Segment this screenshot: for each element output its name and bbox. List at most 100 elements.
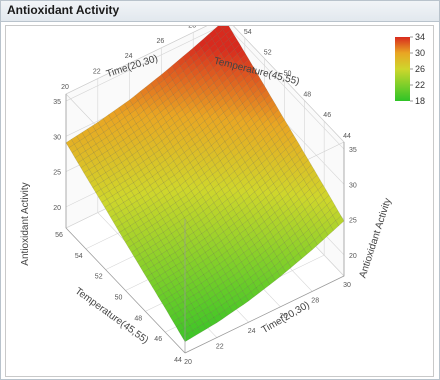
temperature-tick-label: 52: [264, 50, 272, 57]
surface-cell: [112, 143, 122, 153]
surface-cell: [172, 128, 181, 138]
surface-cell: [92, 122, 102, 131]
legend-tick-label: 18: [415, 96, 425, 106]
surface-cell: [122, 172, 131, 182]
surface-cell: [222, 146, 232, 157]
surface-cell: [122, 122, 132, 132]
surface-cell: [96, 154, 106, 163]
surface-cell: [227, 195, 237, 205]
surface-cell: [293, 253, 302, 264]
surface-cell: [113, 218, 123, 228]
surface-cell: [80, 164, 90, 174]
surface-cell: [133, 192, 143, 202]
surface-cell: [101, 137, 110, 147]
surface-cell: [199, 135, 209, 146]
surface-cell: [295, 243, 305, 254]
surface-cell: [276, 129, 286, 140]
legend-tick-label: 34: [415, 32, 425, 42]
surface-cell: [77, 145, 86, 155]
time-tick-label: 24: [248, 328, 256, 335]
temperature-tick-label: 50: [284, 71, 292, 78]
surface-cell: [133, 128, 143, 138]
surface-cell: [311, 229, 321, 241]
surface-cell: [113, 107, 123, 117]
surface-cell: [156, 154, 166, 165]
temperature-tick-label: 48: [303, 91, 311, 98]
surface-cell: [292, 238, 302, 249]
surface-cell: [98, 132, 107, 142]
surface-cell: [125, 238, 135, 248]
surface-cell: [169, 202, 179, 212]
z-axis-title-left: Antioxidant Activity: [20, 182, 31, 265]
surface-cell: [118, 153, 128, 163]
plot-frame[interactable]: 20 20 25 25 30 30 35 35 44 44 46 46 48 48 50 50 52 52 54 54…: [5, 25, 434, 377]
surface-cell: [315, 194, 325, 206]
surface-cell: [116, 223, 126, 233]
surface-mesh: [65, 26, 345, 342]
surface-cell: [65, 139, 75, 148]
surface-cell: [198, 53, 208, 64]
surface-cell: [148, 217, 158, 226]
surface-cell: [79, 137, 89, 147]
surface-cell: [228, 171, 238, 182]
surface-cell: [169, 70, 179, 81]
surface-cell: [104, 142, 113, 152]
surface-cell: [211, 272, 221, 282]
time-axis-title: Time(20,30): [260, 300, 312, 336]
surface-cell: [95, 140, 105, 150]
surface-cell: [308, 239, 318, 251]
surface-cell: [83, 169, 93, 179]
temperature-tick-label: 56: [55, 232, 63, 239]
surface-cell: [219, 273, 229, 283]
surface-cell: [231, 228, 241, 239]
z-tick-label: 35: [53, 99, 61, 106]
surface-cell: [272, 109, 282, 120]
temperature-axis-front: [65, 227, 186, 354]
surface-cell: [102, 114, 112, 124]
wall-grid-line: [65, 26, 222, 102]
surface-cell: [127, 104, 136, 114]
surface-cell: [86, 174, 96, 184]
temperature-tick-label: 46: [323, 112, 331, 119]
surface-cell: [335, 215, 345, 227]
surface-cell: [116, 112, 126, 122]
surface-cell: [190, 172, 200, 183]
surface-cell: [74, 140, 83, 150]
time-tick-label: 28: [311, 297, 319, 304]
z-tick-label: 25: [53, 170, 61, 177]
surface-cell: [132, 227, 142, 237]
surface-cell: [203, 101, 213, 112]
surface-cell: [270, 104, 279, 115]
surface-cell: [248, 123, 258, 134]
surface-cell: [77, 159, 87, 169]
surface-cell: [123, 135, 132, 146]
surface-cell: [119, 228, 129, 238]
surface-cell: [154, 112, 164, 122]
surface-cell: [278, 119, 288, 130]
surface-cell: [71, 149, 81, 159]
surface-cell: [68, 144, 78, 153]
surface-cell: [213, 313, 223, 324]
temperature-tick-label: 50: [115, 295, 123, 302]
surface-cell: [161, 136, 171, 147]
z-tick-label: 30: [53, 134, 61, 141]
z-tick-label: 20: [53, 205, 61, 212]
surface-cell: [137, 161, 147, 171]
surface-plot[interactable]: 20 20 25 25 30 30 35 35 44 44 46 46 48 48 50 50 52 52 54 54…: [6, 26, 433, 376]
surface-cell: [284, 252, 294, 263]
z-tick-label: 30: [349, 182, 357, 189]
surface-cell: [269, 143, 278, 155]
surface-cell: [111, 129, 121, 139]
z-tick-label: 35: [349, 147, 357, 154]
surface-cell: [138, 124, 148, 135]
surface-cell: [90, 143, 100, 153]
surface-cell: [104, 203, 114, 213]
surface-cell: [243, 73, 253, 85]
surface-cell: [234, 299, 244, 309]
temperature-tick-label: 44: [174, 357, 182, 364]
surface-cell: [220, 236, 230, 247]
legend-tick-label: 26: [415, 64, 425, 74]
temperature-tick-label: 52: [95, 274, 103, 281]
surface-cell: [126, 141, 135, 151]
surface-cell: [119, 117, 129, 127]
